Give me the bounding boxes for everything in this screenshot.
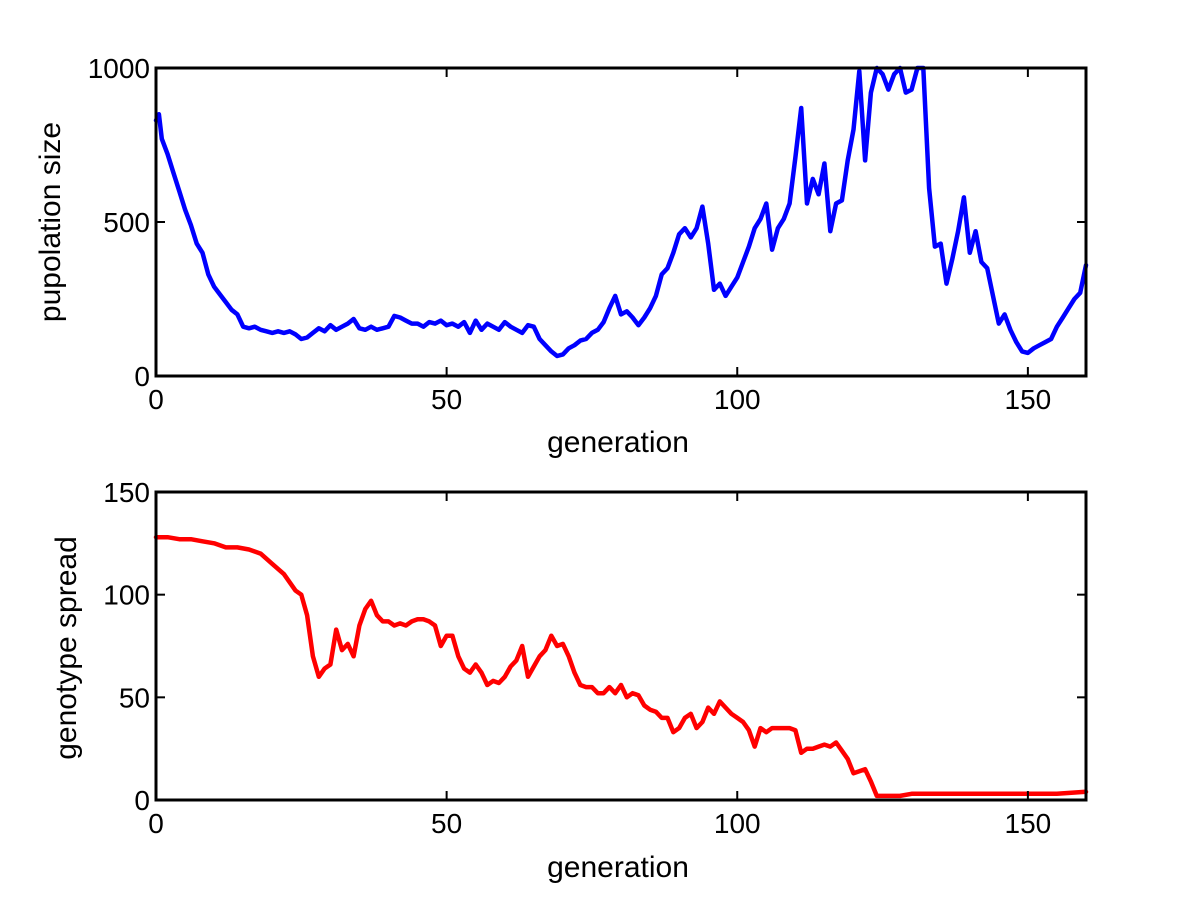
top-y-axis-label: pupolation size (34, 122, 67, 322)
bottom-x-axis-label: generation (547, 851, 689, 884)
top-x-tick-label: 100 (714, 384, 761, 415)
bottom-y-tick-label: 150 (103, 477, 150, 508)
top-x-ticks: 0 50 100 150 (148, 68, 1051, 415)
top-plot-background (156, 68, 1086, 376)
population-size-line (153, 65, 1089, 359)
bottom-x-tick-label: 100 (714, 808, 761, 839)
bottom-x-tick-label: 50 (431, 808, 462, 839)
top-x-tick-label: 50 (431, 384, 462, 415)
bottom-y-axis-label: genotype spread (50, 536, 83, 760)
bottom-y-tick-label: 50 (119, 682, 150, 713)
bottom-y-tick-label: 0 (134, 785, 150, 816)
bottom-x-tick-label: 0 (148, 808, 164, 839)
bottom-x-tick-label: 150 (1005, 808, 1052, 839)
top-plot-area (153, 65, 1089, 378)
bottom-y-ticks: 0 50 100 150 (103, 477, 1086, 816)
top-y-tick-label: 500 (103, 207, 150, 238)
top-x-tick-label: 0 (148, 384, 164, 415)
top-y-ticks: 0 500 1000 (88, 53, 1086, 392)
bottom-chart: 0 50 100 150 0 50 100 150 generation genotype … (50, 477, 1089, 884)
bottom-plot-area (153, 490, 1089, 802)
top-y-tick-label: 0 (134, 361, 150, 392)
genotype-spread-line (153, 534, 1089, 799)
bottom-y-tick-label: 100 (103, 580, 150, 611)
bottom-plot-background (156, 492, 1086, 800)
top-chart: 0 50 100 150 0 500 1000 generation pupolation… (34, 53, 1089, 459)
bottom-axes-frame (154, 490, 1088, 802)
bottom-x-ticks: 0 50 100 150 (148, 492, 1051, 839)
top-x-axis-label: generation (547, 426, 689, 459)
top-x-tick-label: 150 (1005, 384, 1052, 415)
top-y-tick-label: 1000 (88, 53, 150, 84)
